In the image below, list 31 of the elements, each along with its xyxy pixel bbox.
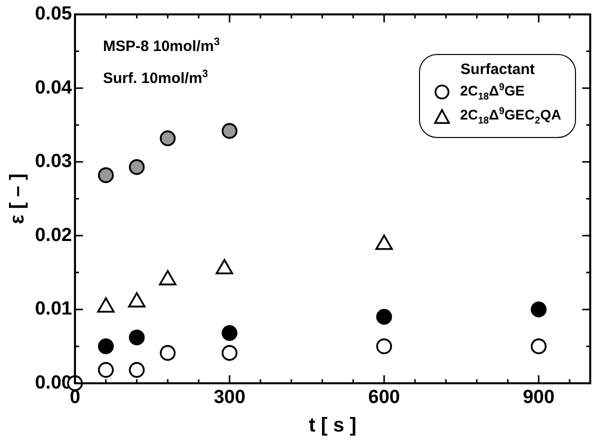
y-axis-title: ε [ – ] [6,173,29,224]
point [530,302,547,318]
point [222,123,238,139]
point [376,338,392,354]
y-tick-label: 0.03 [34,151,72,172]
point [376,308,392,325]
point [160,345,176,361]
y-tick-label: 0.02 [34,224,72,246]
y-tick-label: 0.01 [34,298,72,320]
point [98,338,114,354]
point [222,345,238,361]
point [128,330,145,346]
annotation: Surf. 10mol/m$^{3}$ [102,68,208,88]
point [128,362,145,378]
legend-label: 2C$_{18}$Δ$^{9}$GE [460,82,525,103]
y-tick-label: 0.05 [34,4,72,25]
annotation: MSP-8 10mol/m$^{3}$ [102,36,220,56]
point [98,167,114,184]
point [98,362,114,378]
legend-label: 2C$_{18}$Δ$^{9}$GEC$_{2}$QA [460,106,562,126]
x-axis-title: t [ s ] [308,414,356,437]
legend-title: Surfactant [460,61,536,78]
point [160,130,176,146]
x-tick-label: 300 [214,386,246,408]
point [128,159,145,175]
point [222,325,238,341]
x-tick-label: 0 [70,386,80,408]
x-tick-label: 600 [368,386,400,408]
x-tick-label: 900 [522,386,555,408]
point [530,338,547,354]
y-tick-label: 0.04 [34,77,72,98]
